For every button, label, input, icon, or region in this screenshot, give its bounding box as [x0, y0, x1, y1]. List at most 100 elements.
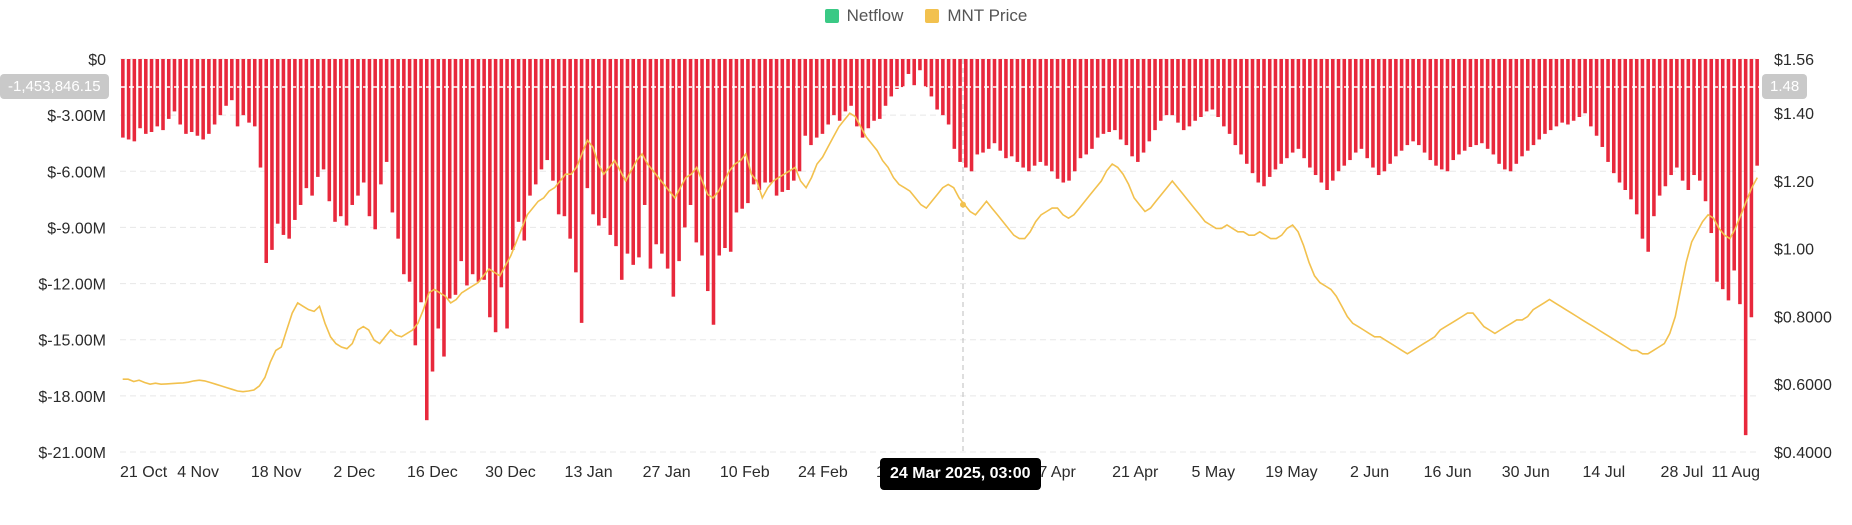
netflow-bar[interactable] [1571, 59, 1576, 121]
netflow-bar[interactable] [1439, 59, 1444, 170]
netflow-bar[interactable] [837, 59, 842, 121]
netflow-bar[interactable] [172, 59, 177, 112]
netflow-bar[interactable] [1703, 59, 1708, 202]
netflow-bar[interactable] [1308, 59, 1312, 168]
netflow-bar[interactable] [361, 59, 366, 183]
netflow-bar[interactable] [883, 59, 888, 106]
netflow-bar[interactable] [275, 59, 280, 224]
netflow-bar[interactable] [728, 59, 733, 252]
netflow-bar[interactable] [425, 59, 429, 421]
netflow-bar[interactable] [1462, 59, 1467, 151]
netflow-bar[interactable] [1055, 59, 1060, 179]
netflow-bar[interactable] [740, 59, 744, 209]
netflow-bar[interactable] [671, 59, 676, 297]
netflow-bar[interactable] [1130, 59, 1134, 157]
netflow-bar[interactable] [516, 59, 521, 222]
netflow-bar[interactable] [465, 59, 469, 286]
netflow-bar[interactable] [1250, 59, 1255, 174]
netflow-bar[interactable] [184, 59, 188, 134]
netflow-bar[interactable] [1136, 59, 1140, 162]
netflow-bar[interactable] [1451, 59, 1455, 161]
netflow-bar[interactable] [872, 59, 876, 121]
netflow-bar[interactable] [568, 59, 572, 239]
netflow-bar[interactable] [224, 59, 228, 106]
netflow-bar[interactable] [585, 59, 590, 189]
netflow-bar[interactable] [1611, 59, 1616, 174]
netflow-bar[interactable] [918, 59, 922, 71]
legend-item-netflow[interactable]: Netflow [824, 6, 903, 26]
netflow-bar[interactable] [149, 59, 154, 132]
netflow-bar[interactable] [1434, 59, 1438, 166]
netflow-bar[interactable] [1629, 59, 1633, 200]
netflow-bar[interactable] [1078, 59, 1083, 159]
netflow-bar[interactable] [889, 59, 894, 97]
netflow-bar[interactable] [849, 59, 853, 106]
netflow-bar[interactable] [321, 59, 326, 170]
netflow-bar[interactable] [1222, 59, 1226, 127]
netflow-bar[interactable] [344, 59, 349, 226]
netflow-bar[interactable] [442, 59, 446, 357]
netflow-bar[interactable] [791, 59, 796, 181]
netflow-bar[interactable] [1388, 59, 1392, 164]
netflow-bar[interactable] [379, 59, 383, 185]
netflow-bar[interactable] [665, 59, 670, 269]
netflow-bar[interactable] [1170, 59, 1175, 116]
netflow-bar[interactable] [1394, 59, 1398, 157]
netflow-bar[interactable] [1015, 59, 1020, 162]
netflow-bar[interactable] [1382, 59, 1387, 172]
netflow-bar[interactable] [1216, 59, 1220, 118]
netflow-bar[interactable] [1107, 59, 1111, 132]
netflow-bar[interactable] [270, 59, 274, 250]
netflow-bar[interactable] [252, 59, 257, 127]
netflow-bar[interactable] [310, 59, 314, 196]
netflow-bar[interactable] [1669, 59, 1673, 176]
netflow-bar[interactable] [1095, 59, 1100, 138]
netflow-bar[interactable] [826, 59, 830, 125]
netflow-bar[interactable] [476, 59, 481, 282]
netflow-bar[interactable] [1267, 59, 1272, 177]
netflow-bar[interactable] [1032, 59, 1037, 166]
netflow-bar[interactable] [591, 59, 595, 215]
netflow-bar[interactable] [327, 59, 332, 202]
netflow-bar[interactable] [1715, 59, 1719, 282]
netflow-bar[interactable] [1113, 59, 1117, 131]
netflow-bar[interactable] [1468, 59, 1473, 147]
netflow-bar[interactable] [1732, 59, 1736, 271]
netflow-bar[interactable] [975, 59, 980, 155]
netflow-bar[interactable] [1273, 59, 1278, 170]
netflow-bar[interactable] [138, 59, 142, 129]
netflow-bar[interactable] [1480, 59, 1484, 144]
netflow-bar[interactable] [528, 59, 532, 196]
netflow-bar[interactable] [1417, 59, 1421, 146]
netflow-bar[interactable] [419, 59, 423, 303]
netflow-bar[interactable] [597, 59, 601, 226]
netflow-bar[interactable] [660, 59, 664, 254]
netflow-bar[interactable] [121, 59, 125, 138]
netflow-bar[interactable] [860, 59, 865, 138]
netflow-bar[interactable] [1004, 59, 1008, 159]
netflow-bar[interactable] [602, 59, 607, 219]
netflow-bar[interactable] [1485, 59, 1490, 149]
netflow-bar[interactable] [1141, 59, 1146, 153]
netflow-bar[interactable] [757, 59, 762, 190]
netflow-bar[interactable] [522, 59, 527, 241]
netflow-bar[interactable] [1508, 59, 1513, 172]
netflow-bar[interactable] [1428, 59, 1433, 161]
netflow-bar[interactable] [356, 59, 360, 196]
netflow-bar[interactable] [1399, 59, 1404, 151]
netflow-bar[interactable] [453, 59, 458, 295]
netflow-bar[interactable] [780, 59, 785, 192]
netflow-bar[interactable] [803, 59, 808, 136]
netflow-bar[interactable] [878, 59, 882, 119]
netflow-bar[interactable] [1531, 59, 1536, 146]
netflow-bar[interactable] [1514, 59, 1519, 164]
netflow-bar[interactable] [1686, 59, 1691, 190]
netflow-bar[interactable] [1566, 59, 1570, 125]
netflow-bar[interactable] [769, 59, 773, 183]
netflow-bar[interactable] [1457, 59, 1461, 155]
netflow-bar[interactable] [1583, 59, 1587, 114]
netflow-bar[interactable] [144, 59, 148, 134]
netflow-bar[interactable] [1296, 59, 1301, 149]
netflow-bar[interactable] [430, 59, 435, 372]
